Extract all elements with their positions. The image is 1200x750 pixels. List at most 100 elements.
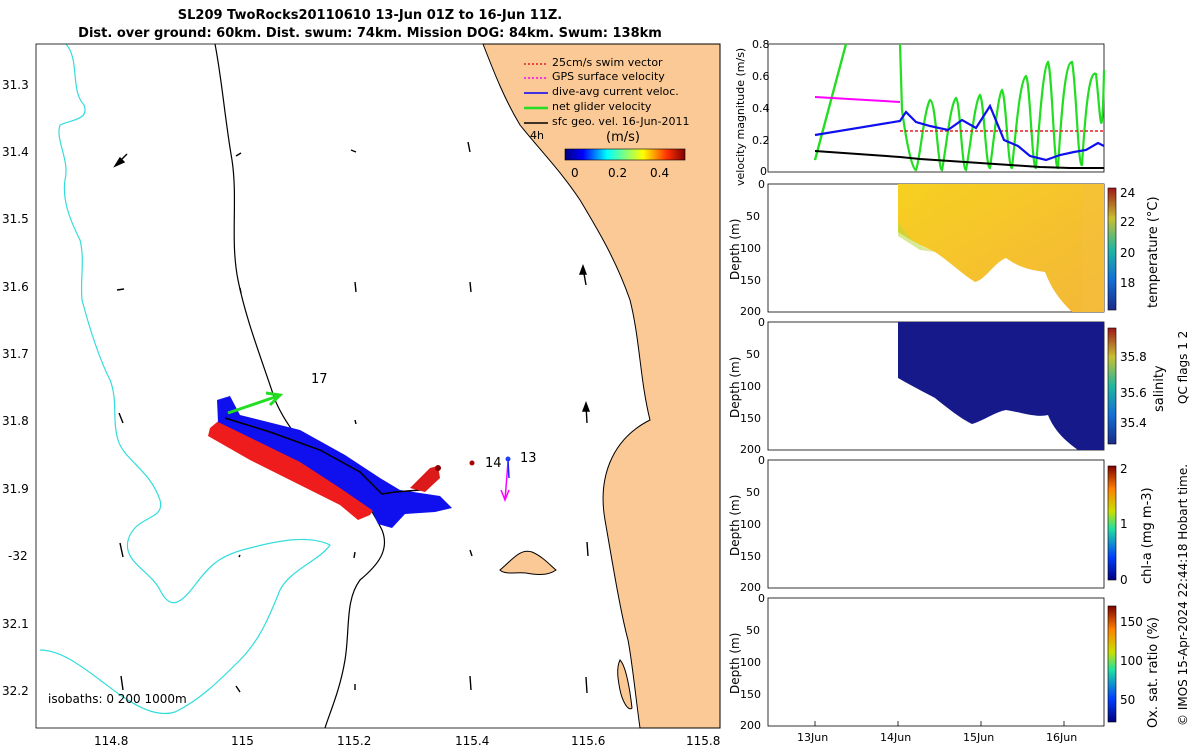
chla-cbar-tick: 0 [1120, 573, 1128, 587]
temperature-section-edge [898, 222, 935, 252]
salinity-ylabel: Depth (m) [728, 356, 742, 418]
legend-gps-surface: GPS surface velocity [552, 70, 665, 83]
colorbar-tick: 0.4 [650, 166, 670, 180]
depth-tick: 50 [746, 624, 760, 637]
lat-tick: 31.6 [2, 280, 29, 294]
depth-tick: 50 [746, 210, 760, 223]
depth-tick: 200 [740, 305, 761, 318]
vel-ytick: 0.2 [752, 134, 770, 147]
date-tick: 14Jun [880, 731, 912, 744]
vel-ytick: 0.4 [752, 102, 770, 115]
colorbar-tick: 0 [571, 166, 579, 180]
sfc-geo-velocity-trace [814, 150, 1104, 169]
legend-swim-vector: 25cm/s swim vector [552, 56, 663, 69]
temperature-ylabel: Depth (m) [728, 218, 742, 280]
vel-ytick: 0.8 [752, 38, 770, 51]
temperature-cbar-tick: 22 [1120, 215, 1136, 229]
oxygen-cbar-tick: 150 [1120, 615, 1143, 629]
point-label-17: 17 [311, 372, 328, 387]
swim-vector-band [208, 418, 380, 520]
oxygen-colorbar [1107, 605, 1117, 723]
legend-sfc-geo: sfc geo. vel. 16-Jun-2011 [552, 115, 690, 128]
oxygen-cbar-tick: 100 [1120, 654, 1143, 668]
velocity-ylabel: velocity magnitude (m/s) [734, 47, 747, 186]
temperature-cbar-tick: 18 [1120, 276, 1136, 290]
oxygen-cbar-label: Ox. sat. ratio (%) [1146, 617, 1161, 728]
velocity-traces [813, 43, 1106, 172]
figure-title-line1: SL209 TwoRocks20110610 13-Jun 01Z to 16-… [177, 8, 563, 23]
depth-tick: 50 [746, 486, 760, 499]
gps-surface-velocity-arrow [500, 461, 510, 503]
salinity-cbar-label: salinity [1152, 365, 1167, 412]
lon-tick: 114.8 [94, 734, 129, 748]
oxygen-ylabel: Depth (m) [728, 632, 742, 694]
qc-note: QC flags 1 2 [1176, 330, 1190, 404]
legend-glyphs [524, 63, 548, 124]
lat-tick: 31.5 [2, 212, 29, 226]
lat-tick: 32.2 [2, 684, 29, 698]
lat-tick: 31.7 [2, 347, 29, 361]
date-tick: 15Jun [963, 731, 995, 744]
lat-tick: 31.4 [2, 145, 29, 159]
salinity-section [898, 322, 1104, 450]
chla-cbar-tick: 1 [1120, 517, 1128, 531]
depth-tick: 200 [740, 443, 761, 456]
imos-credit: © IMOS 15-Apr-2024 22:44:18 Hobart time. [1176, 463, 1190, 726]
lat-tick: 31.9 [2, 482, 29, 496]
depth-tick: 150 [740, 412, 761, 425]
depth-tick: 100 [740, 242, 761, 255]
lon-tick: 115.8 [686, 734, 721, 748]
track-end [410, 466, 440, 492]
end-point [435, 465, 441, 471]
chla-cbar-label: chl-a (mg m-3) [1140, 487, 1155, 584]
point-label-14: 14 [485, 456, 502, 471]
land-mass [482, 43, 721, 729]
chla-panel-frame [767, 459, 1105, 589]
chla-cbar-tick: 2 [1120, 462, 1128, 476]
vel-ytick: 0 [760, 165, 767, 178]
geo-velocity-arrows [113, 141, 591, 694]
temperature-cbar-tick: 24 [1120, 186, 1136, 200]
lon-tick: 115.4 [455, 734, 490, 748]
lat-tick: 31.3 [2, 78, 29, 92]
depth-tick: 50 [746, 348, 760, 361]
figure-title-line2: Dist. over ground: 60km. Dist. swum: 74k… [78, 26, 662, 41]
depth-tick: 100 [740, 656, 761, 669]
oxygen-panel-frame [767, 597, 1105, 727]
point-label-13: 13 [520, 451, 537, 466]
island [499, 550, 557, 576]
date-tick-marks [814, 721, 1065, 726]
depth-tick: 0 [758, 316, 765, 329]
salinity-colorbar [1107, 327, 1117, 445]
temperature-colorbar [1107, 187, 1117, 311]
net-track-line [224, 417, 438, 495]
point-14-marker [469, 460, 475, 466]
dive-avg-current-band [217, 396, 452, 528]
vel-ytick: 0.6 [752, 70, 770, 83]
velocity-panel-frame [767, 43, 1105, 173]
lat-tick: 31.8 [2, 414, 29, 428]
point-13-marker [505, 456, 511, 462]
depth-tick: 150 [740, 274, 761, 287]
salinity-cbar-tick: 35.4 [1120, 416, 1147, 430]
depth-tick: 0 [758, 454, 765, 467]
map-frame [35, 43, 721, 729]
isobath-1000m [39, 43, 331, 715]
chla-colorbar [1107, 465, 1117, 581]
depth-tick: 0 [758, 178, 765, 191]
salinity-cbar-tick: 35.8 [1120, 350, 1147, 364]
current-arrow-13 [507, 459, 510, 479]
legend-age-label: 4h [530, 129, 544, 142]
date-tick: 16Jun [1046, 731, 1078, 744]
lat-tick: -32 [8, 549, 28, 563]
oxygen-cbar-tick: 50 [1120, 693, 1136, 707]
depth-tick: 0 [758, 592, 765, 605]
lat-tick: 32.1 [2, 617, 29, 631]
depth-tick: 200 [740, 719, 761, 732]
chla-ylabel: Depth (m) [728, 494, 742, 556]
depth-tick: 100 [740, 518, 761, 531]
map-colorbar [564, 148, 686, 161]
isobath-label: isobaths: 0 200 1000m [48, 692, 187, 706]
date-tick: 13Jun [797, 731, 829, 744]
dive-avg-current-trace [814, 103, 1105, 162]
